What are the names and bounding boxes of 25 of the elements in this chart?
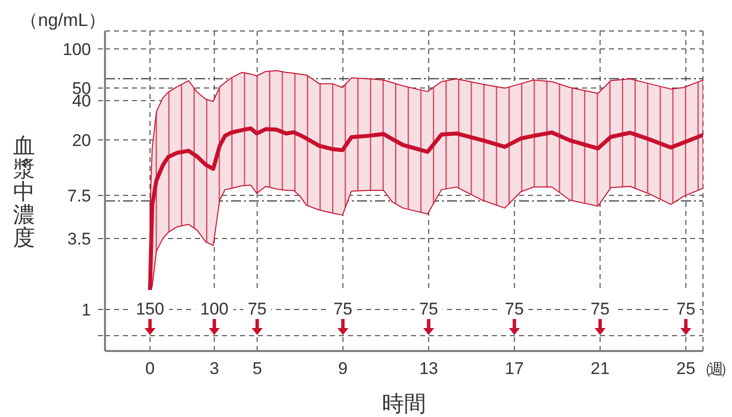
x-tick-label: 21: [590, 359, 610, 378]
y-tick-label: 1: [82, 300, 91, 320]
annotation: 100: [200, 300, 228, 318]
y-tick-label: 20: [72, 130, 91, 150]
y-tick-label: 7.5: [67, 186, 91, 206]
x-tick-label: 17: [504, 359, 524, 378]
annotation: 75: [590, 300, 610, 318]
text: （ng/mL）: [20, 9, 106, 32]
y-tick-label: 100: [62, 40, 91, 59]
x-axis-title: 時間: [381, 391, 427, 417]
text: （週）: [697, 360, 732, 379]
annotation: 75: [504, 300, 524, 318]
annotation: 75: [676, 300, 696, 318]
x-tick-label: 3: [210, 359, 220, 378]
annotation: 150: [136, 300, 164, 318]
y-axis-title: 血漿中濃度: [12, 133, 36, 250]
annotation: 75: [419, 300, 438, 318]
x-tick-label: 5: [252, 359, 262, 378]
y-tick-label: 3.5: [67, 230, 91, 249]
annotation: 75: [333, 300, 352, 318]
x-tick-label: 9: [338, 359, 348, 378]
x-tick-label: 0: [145, 359, 155, 378]
annotation: 75: [248, 300, 267, 318]
x-tick-label: 13: [419, 359, 438, 378]
x-tick-label: 25: [676, 359, 696, 378]
